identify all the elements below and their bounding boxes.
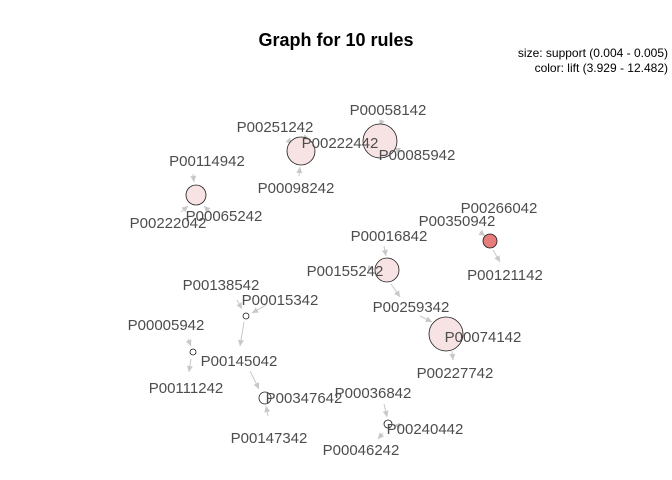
- edge-arrow-18: [185, 339, 192, 346]
- edge-arrow-5: [190, 175, 197, 182]
- edge-arrow-23: [394, 422, 401, 429]
- item-label: P00147342: [231, 430, 308, 447]
- item-label: P00121142: [467, 267, 543, 284]
- rule-node-rule-7: [428, 316, 464, 352]
- item-label: P00058142: [350, 102, 427, 119]
- item-label: P00016842: [351, 228, 428, 245]
- item-label: P00240442: [387, 421, 464, 438]
- edge-arrow-17: [238, 339, 244, 346]
- edge-arrow-11: [367, 265, 374, 271]
- item-label: P00065242: [186, 208, 263, 225]
- legend-color: color: lift (3.929 - 12.482): [535, 61, 668, 75]
- item-label: P00046242: [323, 442, 400, 459]
- rule-node-rule-4: [185, 184, 207, 206]
- item-label: P00227742: [417, 365, 494, 382]
- item-label: P00266042: [461, 200, 538, 217]
- item-label: P00098242: [258, 180, 335, 197]
- edge-arrow-12: [394, 290, 400, 297]
- edge-arrow-16: [252, 307, 259, 313]
- rule-node-rule-10: [258, 391, 272, 405]
- edge-arrow-24: [378, 432, 385, 439]
- rule-node-rule-8: [242, 312, 250, 320]
- item-label: P00347642: [266, 390, 343, 407]
- graph-title: Graph for 10 rules: [258, 30, 413, 50]
- edge-arrow-8: [478, 229, 485, 236]
- edge-arrow-10: [381, 249, 388, 256]
- item-label: P00145042: [201, 353, 278, 370]
- item-label: P00036842: [335, 385, 412, 402]
- edge-arrow-7: [204, 206, 211, 213]
- item-label: P00155242: [307, 263, 384, 280]
- edges-layer: [180, 119, 501, 440]
- edge-arrow-20: [253, 382, 259, 389]
- rule-node-rule-1: [362, 123, 398, 159]
- item-label: P00251242: [237, 119, 314, 136]
- rule-node-rule-11: [383, 419, 393, 429]
- item-label: P00114942: [169, 153, 245, 170]
- legend-size: size: support (0.004 - 0.005): [518, 46, 668, 60]
- edge-arrow-22: [382, 410, 389, 417]
- edge-arrow-19: [186, 365, 193, 372]
- item-label: P00350942: [419, 213, 496, 230]
- rule-node-rule-6: [374, 257, 400, 283]
- item-label: P00074142: [445, 329, 522, 346]
- rule-node-rule-3: [286, 136, 316, 166]
- edge-arrow-13: [425, 316, 432, 322]
- item-label: P00085942: [379, 147, 456, 164]
- edge-arrow-15: [236, 302, 242, 309]
- item-label: P00222042: [130, 215, 207, 232]
- item-label: P00259342: [373, 299, 450, 316]
- edge-arrow-14: [449, 353, 456, 360]
- edge-arrow-3: [296, 167, 303, 174]
- item-label: P00015342: [242, 292, 319, 309]
- item-label: P00111242: [149, 380, 224, 397]
- rule-node-rule-5: [482, 233, 498, 249]
- edge-arrow-21: [264, 406, 271, 413]
- rule-nodes-layer: [185, 123, 498, 429]
- edge-arrow-1: [394, 148, 401, 154]
- edge-arrow-6: [181, 206, 188, 213]
- edge-arrow-9: [494, 255, 500, 262]
- rule-node-rule-9: [189, 348, 197, 356]
- item-label: P00138542: [183, 277, 260, 294]
- item-label: P00222442: [302, 135, 379, 152]
- item-label: P00005942: [128, 317, 205, 334]
